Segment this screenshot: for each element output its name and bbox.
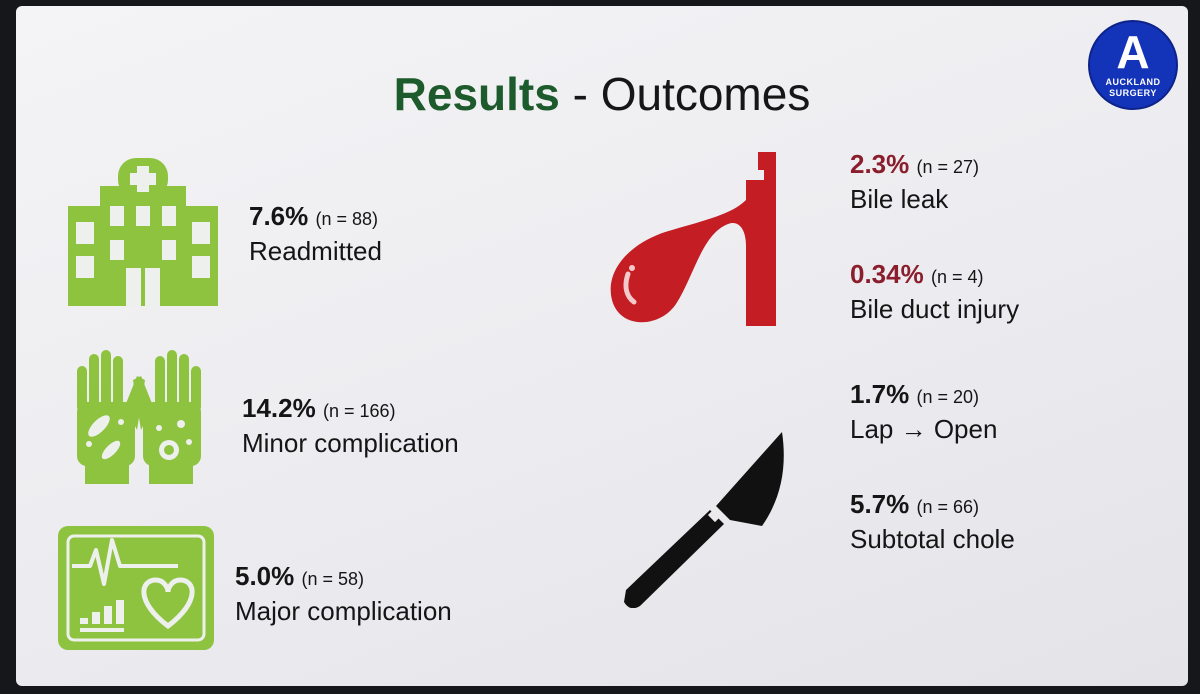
- logo-line2: SURGERY: [1109, 88, 1157, 98]
- stat-n: (n = 20): [916, 387, 980, 407]
- hands-germs-icon: [77, 350, 201, 484]
- stat-subtotal-chole: 5.7% (n = 66) Subtotal chole: [850, 488, 1015, 555]
- gallbladder-icon: [610, 152, 776, 326]
- scalpel-icon: [624, 432, 784, 608]
- stat-label: Major complication: [235, 596, 452, 626]
- hospital-icon: [68, 158, 218, 306]
- stat-pct: 14.2%: [242, 393, 316, 423]
- stat-readmitted: 7.6% (n = 88) Readmitted: [249, 200, 382, 267]
- logo-letter: A: [1116, 26, 1150, 78]
- stat-n: (n = 27): [916, 157, 980, 177]
- title-strong: Results: [393, 68, 560, 120]
- stat-label: Bile leak: [850, 184, 949, 214]
- stat-n: (n = 4): [930, 267, 984, 287]
- auckland-surgery-logo: A AUCKLAND SURGERY: [1088, 20, 1178, 110]
- heart-monitor-icon: [58, 526, 214, 650]
- stat-pct: 5.7%: [850, 489, 910, 519]
- slide: Results - Outcomes A AUCKLAND SURGERY: [16, 6, 1188, 686]
- stat-minor-complication: 14.2% (n = 166) Minor complication: [242, 392, 459, 459]
- stat-n: (n = 166): [322, 401, 396, 421]
- stat-pct: 5.0%: [235, 561, 295, 591]
- stat-bile-duct-injury: 0.34% (n = 4) Bile duct injury: [850, 258, 1019, 325]
- stat-n: (n = 58): [301, 569, 365, 589]
- stat-pct: 7.6%: [249, 201, 309, 231]
- title-rest: - Outcomes: [559, 68, 811, 120]
- slide-title: Results - Outcomes: [16, 66, 1188, 122]
- stat-n: (n = 88): [315, 209, 379, 229]
- stat-bile-leak: 2.3% (n = 27) Bile leak: [850, 148, 979, 215]
- stat-label: Minor complication: [242, 428, 459, 458]
- stat-label: Readmitted: [249, 236, 382, 266]
- stat-pct: 2.3%: [850, 149, 910, 179]
- stat-pct: 0.34%: [850, 259, 924, 289]
- stat-major-complication: 5.0% (n = 58) Major complication: [235, 560, 452, 627]
- stat-label: Subtotal chole: [850, 524, 1015, 554]
- stat-lap-to-open: 1.7% (n = 20) Lap → Open: [850, 378, 997, 445]
- stat-pct: 1.7%: [850, 379, 910, 409]
- stat-n: (n = 66): [916, 497, 980, 517]
- stat-label: Bile duct injury: [850, 294, 1020, 324]
- stat-label: Lap → Open: [850, 414, 998, 444]
- logo-line1: AUCKLAND: [1105, 77, 1161, 87]
